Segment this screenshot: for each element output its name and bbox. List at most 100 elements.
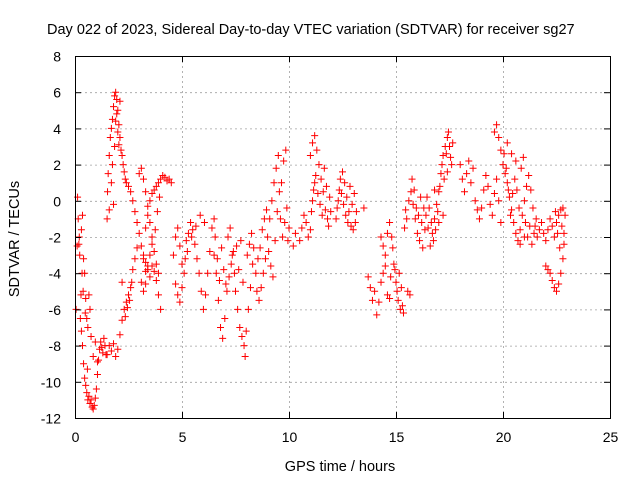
data-point bbox=[394, 296, 402, 304]
data-point bbox=[386, 219, 394, 227]
data-point bbox=[107, 347, 115, 355]
data-point bbox=[239, 278, 247, 286]
data-point bbox=[424, 224, 432, 232]
data-point bbox=[508, 206, 516, 214]
data-point bbox=[165, 175, 173, 183]
data-point bbox=[144, 202, 152, 210]
data-point bbox=[107, 179, 115, 187]
data-point bbox=[342, 211, 350, 219]
data-point bbox=[411, 215, 419, 223]
data-point bbox=[242, 327, 250, 335]
data-point bbox=[317, 175, 325, 183]
data-point bbox=[113, 110, 121, 118]
data-point bbox=[112, 88, 120, 96]
data-point bbox=[431, 215, 439, 223]
data-point bbox=[76, 314, 84, 322]
data-point bbox=[540, 229, 548, 237]
data-point bbox=[482, 171, 490, 179]
data-point bbox=[448, 161, 456, 169]
data-point bbox=[167, 179, 175, 187]
data-point bbox=[473, 206, 481, 214]
data-point bbox=[421, 226, 429, 234]
data-point bbox=[281, 219, 289, 227]
data-point bbox=[228, 251, 236, 259]
data-point bbox=[542, 262, 550, 270]
data-point bbox=[243, 251, 251, 259]
data-point bbox=[174, 291, 182, 299]
data-point bbox=[210, 251, 218, 259]
y-tick-label: 6 bbox=[53, 85, 61, 101]
data-point bbox=[174, 224, 182, 232]
data-point bbox=[336, 175, 344, 183]
data-point bbox=[332, 215, 340, 223]
data-point bbox=[298, 224, 306, 232]
data-point bbox=[533, 233, 541, 241]
data-point bbox=[83, 314, 91, 322]
data-point bbox=[202, 291, 210, 299]
data-point bbox=[284, 237, 292, 245]
data-point bbox=[404, 287, 412, 295]
data-point bbox=[366, 284, 374, 292]
data-point bbox=[129, 266, 137, 274]
data-point bbox=[493, 121, 501, 129]
data-point bbox=[413, 229, 421, 237]
data-point bbox=[254, 255, 262, 263]
data-point bbox=[559, 204, 567, 212]
data-point bbox=[475, 215, 483, 223]
data-point bbox=[120, 305, 128, 313]
data-point bbox=[118, 316, 126, 324]
data-point bbox=[548, 222, 556, 230]
data-point bbox=[276, 215, 284, 223]
data-point bbox=[87, 396, 95, 404]
y-tick-label: -2 bbox=[49, 230, 62, 246]
data-point bbox=[215, 276, 223, 284]
data-point bbox=[154, 269, 162, 277]
data-point bbox=[131, 208, 139, 216]
data-point bbox=[544, 226, 552, 234]
data-point bbox=[460, 188, 468, 196]
data-point bbox=[417, 193, 425, 201]
data-point bbox=[304, 233, 312, 241]
data-point bbox=[503, 179, 511, 187]
data-point bbox=[443, 133, 451, 141]
data-point bbox=[128, 278, 136, 286]
data-point bbox=[250, 244, 258, 252]
data-point bbox=[86, 400, 94, 408]
x-axis-label: GPS time / hours bbox=[285, 459, 395, 475]
y-tick-label: 0 bbox=[53, 193, 61, 209]
data-point bbox=[137, 242, 145, 250]
data-point bbox=[75, 240, 83, 248]
data-point bbox=[105, 152, 113, 160]
data-point bbox=[230, 269, 238, 277]
y-tick-label: -12 bbox=[41, 411, 61, 427]
data-point bbox=[80, 360, 88, 368]
data-point bbox=[506, 211, 514, 219]
data-point bbox=[512, 157, 520, 165]
data-point bbox=[142, 267, 150, 275]
data-point bbox=[237, 237, 245, 245]
data-point bbox=[233, 242, 241, 250]
data-point bbox=[133, 219, 141, 227]
data-point bbox=[414, 211, 422, 219]
data-point bbox=[397, 284, 405, 292]
data-points-layer bbox=[72, 88, 569, 413]
data-point bbox=[236, 324, 244, 331]
data-point bbox=[300, 211, 308, 219]
data-point bbox=[458, 175, 466, 183]
data-point bbox=[89, 405, 97, 413]
data-point bbox=[389, 244, 397, 252]
data-point bbox=[339, 168, 346, 176]
data-point bbox=[379, 269, 387, 277]
data-point bbox=[226, 224, 234, 232]
data-point bbox=[493, 175, 501, 183]
data-point bbox=[152, 260, 160, 268]
data-point bbox=[156, 193, 164, 201]
data-point bbox=[244, 305, 252, 313]
data-point bbox=[553, 219, 560, 227]
data-point bbox=[182, 237, 190, 245]
data-point bbox=[95, 356, 103, 364]
data-point bbox=[189, 226, 197, 234]
data-point bbox=[484, 182, 492, 190]
data-point bbox=[525, 171, 533, 179]
data-point bbox=[438, 161, 446, 169]
